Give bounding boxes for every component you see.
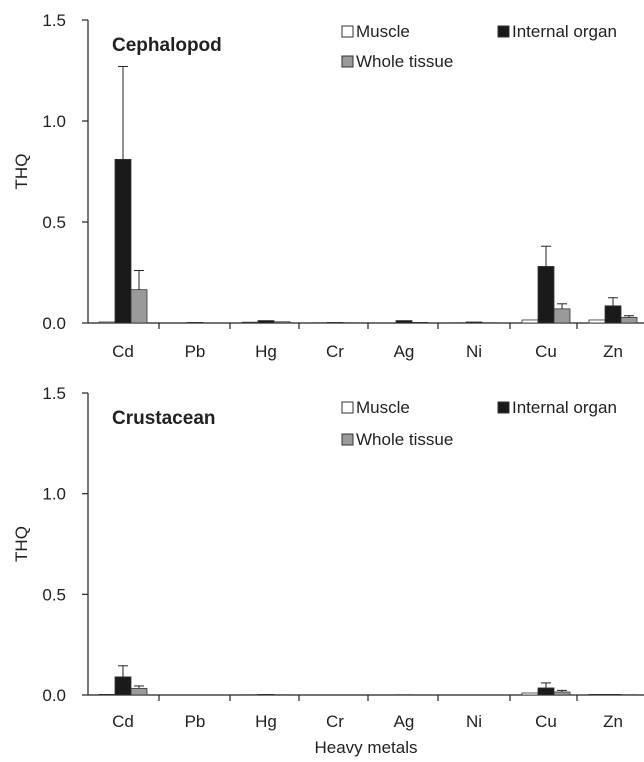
legend-label: Whole tissue bbox=[356, 430, 453, 449]
x-tick-label: Hg bbox=[255, 712, 277, 731]
x-tick-label: Cd bbox=[112, 712, 134, 731]
x-tick-label: Cr bbox=[326, 712, 344, 731]
legend-swatch bbox=[497, 401, 510, 414]
bar bbox=[130, 687, 148, 696]
bar bbox=[537, 687, 555, 696]
bar bbox=[257, 320, 275, 324]
legend-label: Internal organ bbox=[512, 398, 617, 417]
bar bbox=[553, 308, 571, 324]
x-tick-label: Ag bbox=[394, 342, 415, 361]
bar bbox=[604, 693, 622, 696]
chart-panel-1: 0.0 0.5 1.0 1.5 Cd Pb Hg Cr Ag Ni Cu Zn THQ Cephalopo… bbox=[12, 11, 644, 361]
legend-label: Internal organ bbox=[512, 22, 617, 41]
bar bbox=[98, 321, 116, 324]
bar bbox=[241, 321, 259, 324]
panel-title: Cephalopod bbox=[112, 35, 222, 56]
x-tick-label: Cu bbox=[535, 342, 557, 361]
legend-label: Muscle bbox=[356, 398, 410, 417]
y-tick-label: 0.0 bbox=[42, 314, 66, 333]
legend-swatch bbox=[341, 55, 354, 68]
legend-swatch bbox=[341, 433, 354, 446]
legend-swatch bbox=[341, 25, 354, 38]
bar bbox=[326, 321, 344, 324]
bar bbox=[604, 305, 622, 324]
x-tick-label: Hg bbox=[255, 342, 277, 361]
y-tick-label: 1.0 bbox=[42, 112, 66, 131]
x-tick-label: Zn bbox=[603, 342, 623, 361]
bar bbox=[588, 319, 606, 324]
x-axis-label: Heavy metals bbox=[315, 738, 418, 757]
legend-label: Muscle bbox=[356, 22, 410, 41]
y-tick-label: 1.0 bbox=[42, 485, 66, 504]
y-tick-label: 1.5 bbox=[42, 11, 66, 30]
bar bbox=[186, 321, 204, 324]
bar bbox=[411, 321, 429, 324]
x-tick-label: Ni bbox=[466, 712, 482, 731]
y-tick-label: 0.0 bbox=[42, 686, 66, 705]
legend-label: Whole tissue bbox=[356, 52, 453, 71]
x-tick-label: Pb bbox=[185, 712, 206, 731]
bar bbox=[588, 693, 606, 696]
x-tick-label: Ag bbox=[394, 712, 415, 731]
bar bbox=[114, 676, 132, 696]
bar bbox=[537, 266, 555, 324]
chart-panel-2: 0.0 0.5 1.0 1.5 Cd Pb Hg Cr Ag Ni Cu Zn THQ Heavy met… bbox=[12, 384, 644, 757]
bar bbox=[130, 289, 148, 324]
bar bbox=[114, 158, 132, 324]
x-tick-label: Zn bbox=[603, 712, 623, 731]
bar bbox=[620, 316, 638, 324]
bar bbox=[395, 320, 413, 324]
y-axis-label: THQ bbox=[12, 526, 31, 562]
bar bbox=[521, 692, 539, 696]
x-tick-label: Cd bbox=[112, 342, 134, 361]
panel-title: Crustacean bbox=[112, 408, 216, 429]
x-tick-label: Pb bbox=[185, 342, 206, 361]
bar bbox=[465, 321, 483, 324]
x-tick-label: Cr bbox=[326, 342, 344, 361]
bar bbox=[521, 319, 539, 324]
legend-swatch bbox=[497, 25, 510, 38]
y-tick-label: 0.5 bbox=[42, 213, 66, 232]
bar bbox=[553, 691, 571, 696]
bar bbox=[257, 693, 275, 696]
legend-swatch bbox=[341, 401, 354, 414]
y-tick-label: 0.5 bbox=[42, 585, 66, 604]
y-axis-label: THQ bbox=[12, 154, 31, 190]
y-tick-label: 1.5 bbox=[42, 384, 66, 403]
x-tick-label: Ni bbox=[466, 342, 482, 361]
x-tick-label: Cu bbox=[535, 712, 557, 731]
bar bbox=[273, 321, 291, 324]
bar bbox=[98, 693, 116, 696]
